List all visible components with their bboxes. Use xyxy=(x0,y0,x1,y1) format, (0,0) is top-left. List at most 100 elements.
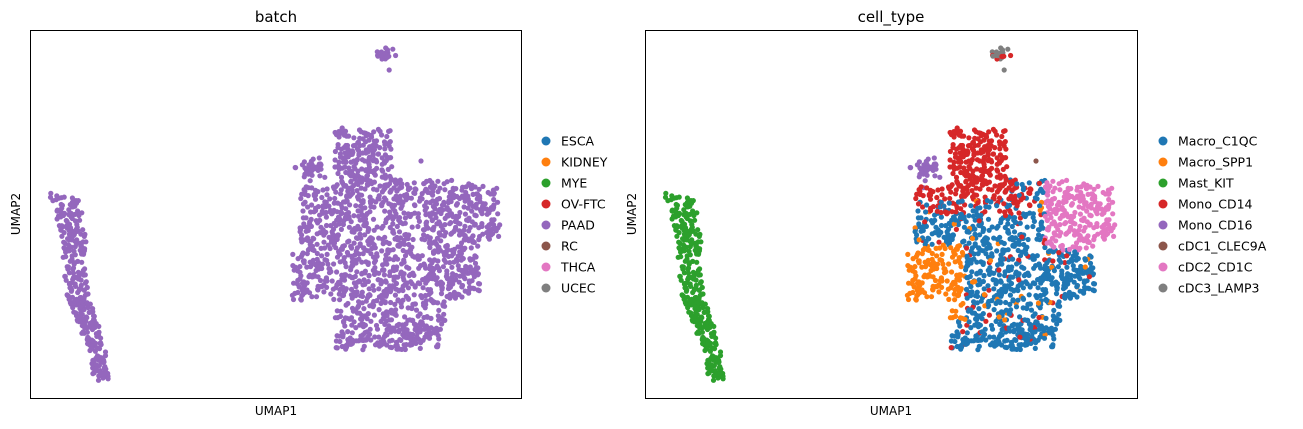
data-point xyxy=(974,166,980,172)
legend-label: MYE xyxy=(561,176,587,191)
data-point xyxy=(349,245,355,251)
data-point xyxy=(1049,281,1055,287)
data-point xyxy=(685,204,691,210)
data-point xyxy=(1076,274,1082,280)
data-point xyxy=(1016,277,1022,283)
data-point xyxy=(365,278,371,285)
data-point xyxy=(983,251,989,257)
data-point xyxy=(975,251,981,257)
data-point xyxy=(345,300,351,307)
data-point xyxy=(397,219,403,225)
data-point xyxy=(355,208,361,214)
data-point xyxy=(968,284,974,290)
data-point xyxy=(669,207,676,213)
data-point xyxy=(365,149,371,155)
data-point xyxy=(1104,217,1110,223)
data-point xyxy=(475,243,481,249)
data-point xyxy=(490,231,496,237)
data-point xyxy=(1050,258,1056,264)
data-point xyxy=(1050,178,1056,184)
data-point xyxy=(383,292,390,298)
data-point xyxy=(70,204,76,210)
data-point xyxy=(950,145,956,151)
data-point xyxy=(438,279,444,285)
data-point xyxy=(312,261,318,268)
data-point xyxy=(405,305,411,311)
data-point xyxy=(371,302,377,308)
data-point xyxy=(953,191,959,197)
data-point xyxy=(82,231,88,237)
data-point xyxy=(308,209,314,215)
legend-label: ESCA xyxy=(561,134,595,149)
data-point xyxy=(422,207,428,213)
data-point xyxy=(1001,128,1007,134)
data-point xyxy=(338,187,344,193)
data-point xyxy=(941,266,947,272)
data-point xyxy=(947,315,954,321)
data-point xyxy=(371,138,377,144)
data-point xyxy=(1080,205,1086,211)
data-point xyxy=(987,334,993,340)
data-point xyxy=(994,225,1000,231)
data-point xyxy=(961,224,968,230)
legend-marker xyxy=(541,262,551,272)
data-point xyxy=(1090,243,1096,249)
data-point xyxy=(469,219,475,225)
data-point xyxy=(372,269,378,275)
data-point xyxy=(447,190,453,196)
data-point xyxy=(362,270,368,276)
data-point xyxy=(309,202,315,208)
data-point xyxy=(1053,291,1060,297)
data-point xyxy=(955,291,961,297)
data-point xyxy=(1010,274,1016,280)
data-point xyxy=(989,253,995,259)
data-point xyxy=(324,251,330,257)
data-point xyxy=(1085,238,1091,244)
data-point xyxy=(1014,203,1020,209)
data-point xyxy=(362,232,368,238)
data-point xyxy=(1067,218,1073,225)
data-point xyxy=(421,232,427,238)
data-point xyxy=(939,192,945,198)
data-point xyxy=(95,377,102,383)
data-point xyxy=(405,296,412,302)
data-point xyxy=(948,338,955,344)
data-point xyxy=(928,205,934,211)
data-point xyxy=(993,342,999,348)
data-point xyxy=(70,270,77,276)
data-point xyxy=(304,287,310,293)
data-point xyxy=(77,304,84,310)
data-point xyxy=(952,313,959,319)
data-point xyxy=(418,319,424,325)
data-point xyxy=(682,225,689,231)
data-point xyxy=(484,230,490,236)
data-point xyxy=(981,286,987,292)
data-point xyxy=(421,326,427,332)
data-point xyxy=(370,216,377,222)
data-point xyxy=(1062,260,1068,266)
data-point xyxy=(444,276,450,282)
data-point xyxy=(948,245,954,251)
data-point xyxy=(460,184,466,190)
data-point xyxy=(301,237,307,243)
data-point xyxy=(964,245,970,251)
data-point xyxy=(338,174,345,180)
data-point xyxy=(932,212,938,218)
data-point xyxy=(1078,194,1084,200)
data-point xyxy=(386,140,392,146)
data-point xyxy=(77,217,83,223)
data-point xyxy=(495,211,501,217)
data-point xyxy=(965,228,971,234)
data-point xyxy=(694,259,700,265)
data-point xyxy=(1014,261,1020,267)
data-point xyxy=(295,256,301,262)
legend-marker xyxy=(541,241,551,251)
data-point xyxy=(910,256,916,262)
data-point xyxy=(716,359,722,365)
data-point xyxy=(1029,333,1035,339)
data-point xyxy=(1003,299,1009,306)
data-point xyxy=(337,297,343,303)
data-point xyxy=(353,260,359,266)
data-point xyxy=(84,315,90,321)
